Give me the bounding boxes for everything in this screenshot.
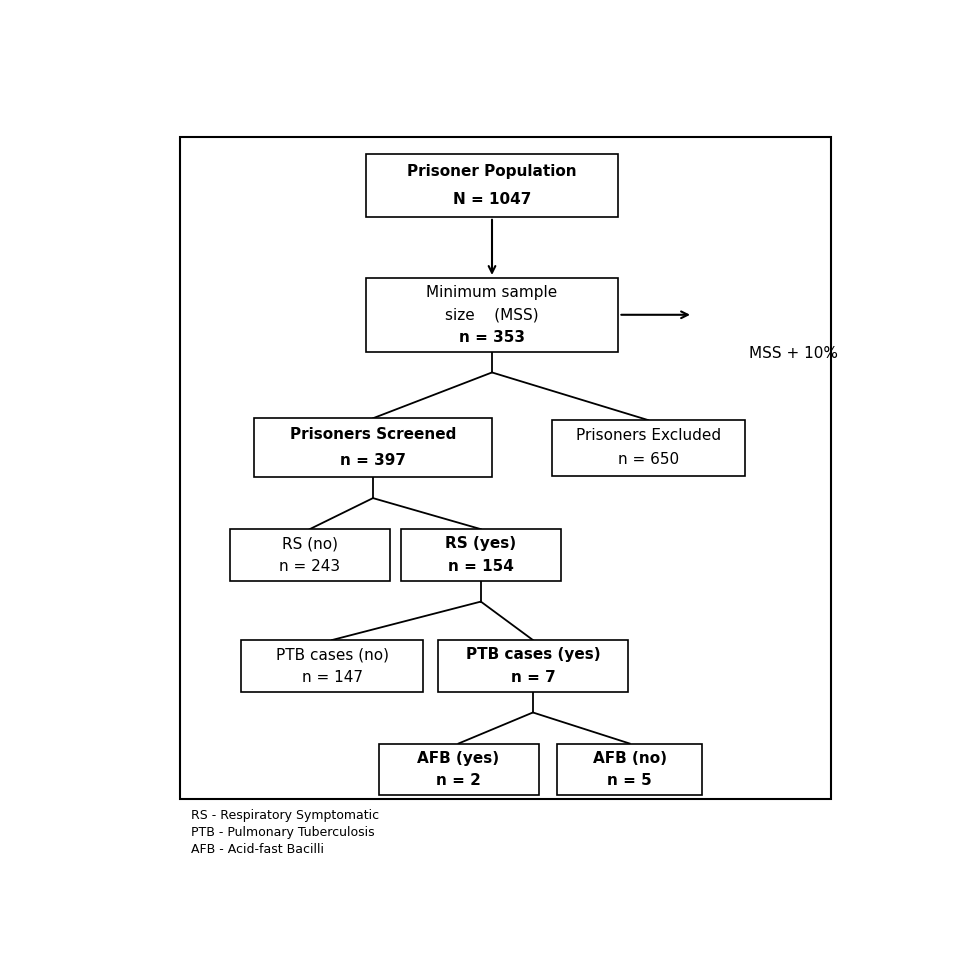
Text: PTB cases (yes): PTB cases (yes) xyxy=(466,647,600,662)
Text: RS (no): RS (no) xyxy=(281,537,338,551)
Bar xyxy=(551,420,745,475)
Bar xyxy=(557,743,702,795)
Text: n = 154: n = 154 xyxy=(448,559,514,574)
Bar xyxy=(401,529,561,581)
Text: AFB - Acid-fast Bacilli: AFB - Acid-fast Bacilli xyxy=(191,843,324,855)
Bar xyxy=(366,277,618,351)
Text: RS - Respiratory Symptomatic: RS - Respiratory Symptomatic xyxy=(191,808,379,822)
Bar xyxy=(438,640,628,692)
Bar xyxy=(253,419,492,477)
Text: size    (MSS): size (MSS) xyxy=(445,307,539,323)
Bar xyxy=(180,137,830,799)
Text: Prisoners Excluded: Prisoners Excluded xyxy=(576,428,721,444)
Text: n = 397: n = 397 xyxy=(340,453,406,468)
Bar xyxy=(366,154,618,217)
Text: n = 5: n = 5 xyxy=(608,773,652,788)
Text: RS (yes): RS (yes) xyxy=(445,537,516,551)
Text: n = 2: n = 2 xyxy=(436,773,481,788)
Text: Minimum sample: Minimum sample xyxy=(426,285,558,300)
Text: Prisoner Population: Prisoner Population xyxy=(407,164,577,180)
Text: n = 353: n = 353 xyxy=(459,329,525,345)
Text: n = 650: n = 650 xyxy=(617,452,679,468)
Text: MSS + 10%: MSS + 10% xyxy=(749,346,838,361)
Text: n = 147: n = 147 xyxy=(301,670,363,684)
Text: n = 7: n = 7 xyxy=(511,670,555,684)
Text: PTB - Pulmonary Tuberculosis: PTB - Pulmonary Tuberculosis xyxy=(191,826,374,839)
Text: n = 243: n = 243 xyxy=(279,559,340,574)
Text: Prisoners Screened: Prisoners Screened xyxy=(290,427,456,443)
Text: PTB cases (no): PTB cases (no) xyxy=(276,647,389,662)
Bar xyxy=(229,529,390,581)
Text: AFB (yes): AFB (yes) xyxy=(418,751,499,766)
Bar xyxy=(378,743,539,795)
Text: AFB (no): AFB (no) xyxy=(592,751,666,766)
Bar xyxy=(241,640,423,692)
Text: N = 1047: N = 1047 xyxy=(453,192,531,206)
